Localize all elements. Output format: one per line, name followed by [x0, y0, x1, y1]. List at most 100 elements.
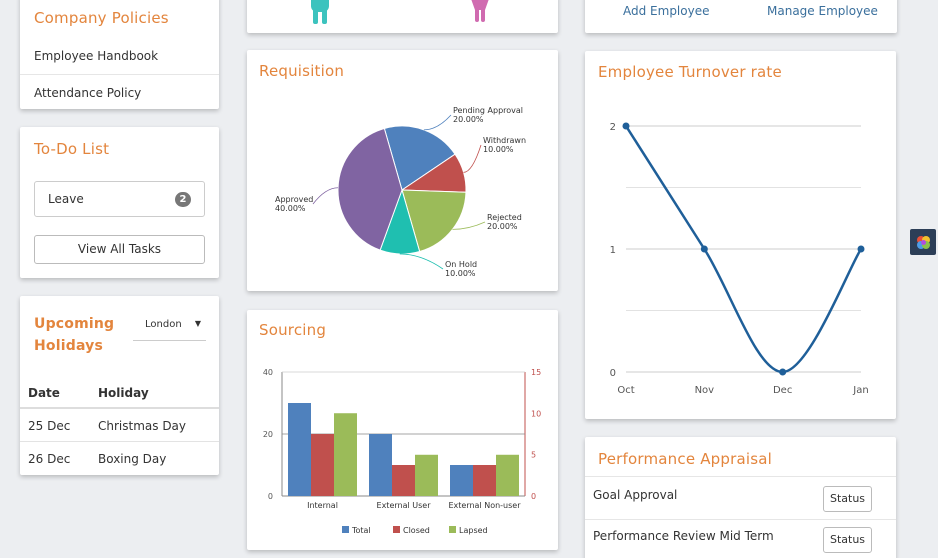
column-header-holiday: Holiday [98, 386, 149, 400]
upcoming-holidays-card: Upcoming Holidays London ▼ Date Holiday … [20, 296, 219, 475]
holidays-table: Date Holiday 25 Dec Christmas Day 26 Dec… [20, 377, 219, 475]
employee-links-card: Add Employee Manage Employee [585, 0, 897, 33]
y2-tick-label: 0 [531, 492, 536, 501]
y2-tick-label: 10 [531, 409, 541, 418]
todo-leave-item[interactable]: Leave 2 [34, 181, 205, 217]
holidays-table-header: Date Holiday [20, 377, 219, 409]
pie-slice-label: 40.00% [275, 204, 306, 213]
bar [496, 454, 519, 496]
x-tick-label: Oct [617, 385, 634, 396]
holiday-date: 25 Dec [28, 419, 71, 433]
data-point [622, 122, 630, 130]
policy-item-attendance-policy[interactable]: Attendance Policy [20, 74, 219, 109]
pie-leader-line [423, 114, 452, 131]
pie-leader-line [452, 221, 486, 230]
y-tick-label: 20 [263, 430, 273, 439]
appraisal-title: Performance Appraisal [598, 450, 773, 468]
holiday-name: Christmas Day [98, 419, 187, 433]
company-policies-card: Company Policies Employee Handbook Atten… [20, 0, 219, 109]
pie-slice-name: Pending Approval [453, 106, 523, 115]
holidays-title-line2: Holidays [34, 338, 104, 354]
legend-label: Total [351, 526, 371, 535]
add-employee-link[interactable]: Add Employee [623, 4, 710, 18]
holidays-title-line1: Upcoming [34, 316, 115, 332]
manage-employee-link[interactable]: Manage Employee [767, 4, 878, 18]
x-tick-label: Dec [773, 385, 792, 396]
sourcing-card: Sourcing 0 20 40 0 5 10 15 Internal External Use… [247, 310, 558, 550]
x-tick-label: Internal [307, 501, 338, 510]
series-line [624, 125, 863, 374]
pie-slice-name: Rejected [487, 213, 522, 222]
location-select[interactable]: London ▼ [133, 314, 206, 341]
legend-swatch [393, 526, 400, 533]
bar [334, 413, 357, 496]
legend-label: Lapsed [459, 526, 488, 535]
holidays-title: Upcoming Holidays [34, 313, 114, 357]
bar [392, 465, 415, 496]
bar [473, 465, 496, 496]
pie-slice-label: 10.00% [483, 145, 514, 154]
appraisal-row-label: Performance Review Mid Term [593, 529, 774, 543]
floating-widget-button[interactable] [910, 229, 936, 255]
data-point [700, 245, 708, 253]
pie-slice [337, 127, 403, 251]
table-row: 26 Dec Boxing Day [20, 442, 219, 475]
location-selected-value: London [145, 319, 182, 330]
y-tick-label: 1 [610, 245, 616, 256]
goal-approval-status-button[interactable]: Status [823, 486, 872, 512]
bar [450, 465, 473, 496]
male-icon [311, 0, 329, 24]
pie-slice-label: 20.00% [487, 222, 518, 231]
turnover-title: Employee Turnover rate [598, 63, 782, 81]
bar [369, 434, 392, 496]
company-policies-title: Company Policies [34, 9, 169, 27]
chevron-down-icon: ▼ [194, 319, 201, 328]
performance-appraisal-card: Performance Appraisal Goal Approval Stat… [585, 437, 896, 558]
view-all-tasks-button[interactable]: View All Tasks [34, 235, 205, 264]
pie-slice [401, 189, 467, 253]
legend-swatch [342, 526, 349, 533]
pie-slice-label: 20.00% [453, 115, 484, 124]
legend-label: Closed [403, 526, 430, 535]
turnover-card: Employee Turnover rate 0 1 2 Oct Nov Dec Jan [585, 51, 896, 419]
pie-slice-name: Approved [275, 195, 313, 204]
table-row: 25 Dec Christmas Day [20, 409, 219, 442]
pie-slice-label: 10.00% [445, 269, 476, 278]
data-point [857, 245, 865, 253]
policy-list: Employee Handbook Attendance Policy [20, 38, 219, 109]
data-point [779, 368, 787, 376]
pie-leader-line [463, 144, 482, 173]
pie-slice-name: On Hold [445, 260, 477, 269]
appraisal-row: Goal Approval Status [585, 476, 896, 519]
y2-tick-label: 5 [531, 451, 536, 460]
gender-card [247, 0, 558, 33]
pie-slice-name: Withdrawn [483, 136, 526, 145]
pie-slice [383, 125, 456, 191]
x-tick-label: External Non-user [448, 501, 521, 510]
y-tick-label: 2 [610, 122, 616, 133]
female-icon [471, 0, 489, 22]
requisition-pie-chart: Pending Approval20.00%Withdrawn10.00%Rej… [275, 106, 526, 278]
requisition-card: Requisition Pending Approval 20.00% Withdr… [247, 50, 558, 291]
sourcing-bar-chart: 0 20 40 0 5 10 15 Internal External User External… [263, 368, 541, 535]
y-tick-label: 0 [268, 492, 273, 501]
legend-swatch [449, 526, 456, 533]
bar [288, 403, 311, 496]
bar [415, 454, 438, 496]
x-tick-label: External User [377, 501, 432, 510]
y-tick-label: 0 [610, 368, 616, 379]
holiday-name: Boxing Day [98, 452, 167, 466]
todo-leave-count-badge: 2 [175, 192, 191, 207]
todo-title: To-Do List [34, 140, 110, 158]
todo-leave-label: Leave [48, 192, 84, 206]
x-tick-label: Jan [852, 385, 868, 396]
turnover-line-chart: 0 1 2 Oct Nov Dec Jan [610, 122, 869, 396]
y-tick-label: 40 [263, 368, 273, 377]
requisition-title: Requisition [259, 62, 345, 80]
holiday-date: 26 Dec [28, 452, 71, 466]
color-wheel-icon [917, 236, 930, 249]
y2-tick-label: 15 [531, 368, 541, 377]
performance-review-status-button[interactable]: Status [823, 527, 872, 553]
x-tick-label: Nov [695, 385, 715, 396]
policy-item-employee-handbook[interactable]: Employee Handbook [34, 49, 159, 63]
